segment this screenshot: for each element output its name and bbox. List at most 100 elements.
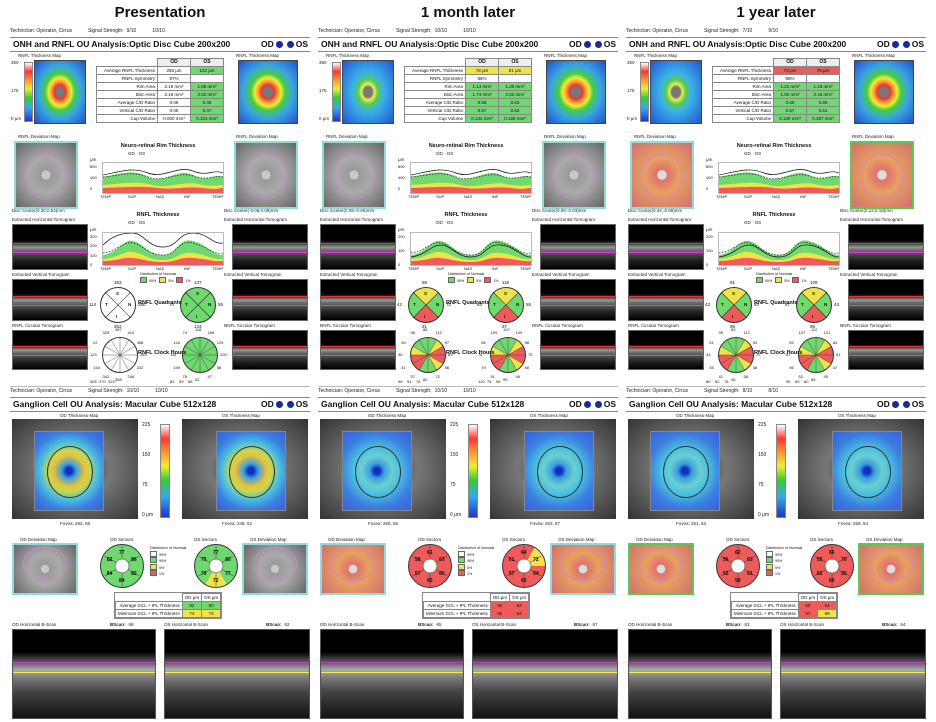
nr-y-tick: 800 [706, 164, 713, 169]
os-rnfl-thickness-map [854, 60, 914, 124]
clock-hour-value: 387 [115, 327, 122, 332]
clock-hour-value: 59 [179, 379, 184, 384]
os-thickness-map-label: OS Thickness Map [530, 413, 568, 418]
swatch [766, 570, 773, 576]
onh-section-title: ONH and RNFL OU Analysis:Optic Disc Cube… [321, 39, 539, 49]
rnfl-thickness-title: RNFL Thickness [136, 212, 180, 218]
nr-y-tick: 0 [706, 186, 709, 191]
os-rnfl-quadrants: S T N I [180, 287, 216, 323]
gcl-scale-tick: 0 μm [758, 512, 770, 518]
clock-hour-value: 165 [207, 330, 215, 336]
clock-hour-value: 97 [444, 339, 450, 345]
os-vertical-tomogram [232, 279, 308, 321]
clock-hour-value: 58 [743, 373, 748, 379]
report-column: 1 year later Technician: Operator, Cirrus… [626, 0, 926, 722]
signal-label: Signal Strength: [703, 28, 740, 34]
os-ext-v-label: Extracted Vertical Tomogram [532, 272, 590, 277]
x-tick: TEMP [828, 194, 840, 199]
clock-hour-value: 159 [173, 364, 180, 370]
nr-legend: OD OS [744, 151, 761, 156]
clock-hour-value: 98 [524, 339, 530, 345]
gcl-table: OD μm OS μm Average GCL + IPL Thickness 82 8… [115, 593, 222, 618]
report-column: Presentation Technician: Operator, Cirrus… [10, 0, 310, 722]
quadrant-value-bottom: 143 [194, 324, 202, 329]
distribution-label: Distribution of Normals [448, 272, 485, 276]
x-tick: TEMP [520, 194, 532, 199]
param-label: Average C/D Ratio [404, 97, 466, 107]
os-gcl-thickness-map [216, 431, 286, 511]
distribution-value: 5% [168, 278, 174, 283]
quadrant-letter: I [812, 314, 814, 319]
os-fundus-image [798, 419, 924, 519]
od-thickness-map-label: OD Thickness Map [60, 413, 99, 418]
od-gcl-dev-label: OD Deviation Map [636, 537, 673, 542]
os-deviation-label: RNFL Deviation Map [852, 134, 894, 139]
rpe-line [13, 252, 87, 254]
od-horizontal-tomogram [12, 224, 88, 270]
clock-hour-value: 74 [182, 330, 187, 336]
clock-hour-value: 109 [490, 330, 498, 336]
rnfl-thickness-graph [102, 232, 224, 266]
od-value: 87% [157, 73, 191, 83]
od-dot-icon [891, 41, 899, 48]
quadrant-value-right: 72 [446, 302, 452, 307]
technician-strip: Technician: Operator, Cirrus Signal Stren… [626, 28, 926, 35]
scale-175: 175 [319, 88, 327, 93]
rnfl-thickness-title: RNFL Thickness [444, 212, 488, 218]
fovea-ring [561, 547, 605, 581]
quadrant-letter: S [732, 291, 736, 296]
od-gcl-sectors: 77 86 82 84 84 82 [100, 544, 144, 588]
table-row: Rim Area 2.19 mm² 1.58 mm² [96, 81, 224, 91]
clock-hour-value: 52 [195, 377, 200, 382]
os-value: 0.62 [498, 105, 532, 115]
x-tick: NAS [772, 266, 781, 271]
clock-hour-value: 47 [207, 373, 212, 379]
quadrant-lines [720, 291, 748, 319]
od-circ-label: RNFL Circular Tomogram [12, 323, 63, 328]
technician-label: Technician: Operator, Cirrus [10, 388, 72, 394]
swatch [458, 570, 465, 576]
fovea-ring [639, 547, 683, 581]
ipl-boundary [781, 672, 925, 674]
bscan-label: BScan: [418, 622, 434, 627]
rnfl-clock-hours-label: RNFL Clock Hours [138, 350, 187, 356]
clock-hour-value: 47 [832, 364, 838, 370]
nr-rim-graph [410, 162, 532, 194]
rnfl-y-tick: 0 [706, 262, 709, 267]
quadrant-value-right: 55 [526, 302, 532, 307]
x-tick: TEMP [520, 266, 532, 271]
clock-hour-value: 61 [836, 352, 841, 357]
distribution-value: 99% [159, 552, 167, 557]
clock-hour-value: 99 [503, 377, 508, 382]
legend-od: OD [128, 220, 135, 225]
clock-hour-value: 324 [108, 379, 115, 384]
analysis-ellipse [355, 446, 401, 498]
nr-y-tick: 0 [398, 186, 401, 191]
swatch [766, 550, 773, 557]
rnfl-clock-hours-label: RNFL Clock Hours [446, 350, 495, 356]
os-gcl-sectors: 66 70 55 66 62 55 [810, 544, 854, 588]
os-gcl-dev-label: OS Deviation Map [866, 537, 903, 542]
od-dot-icon [275, 401, 283, 408]
report-column: 1 month later Technician: Operator, Cirru… [318, 0, 618, 722]
x-tick: INF [800, 194, 807, 199]
gcl-min-row: Minimum GCL + IPL Thickness 56 54 [423, 609, 530, 618]
signal-label: Signal Strength: [395, 28, 432, 34]
od-label: OD [876, 39, 890, 49]
clock-lines [103, 338, 137, 372]
quadrant-value-left: 114 [89, 302, 97, 307]
rpe-line [629, 252, 703, 254]
distribution-row: 95% [458, 557, 498, 564]
scale-350: 350 [11, 60, 19, 65]
os-bscan-label: OS Horizontal B-Scan [472, 622, 517, 627]
clock-hour-value: 89 [731, 327, 736, 332]
gcl-boundary [781, 661, 925, 663]
clock-hour-value: 56 [481, 339, 486, 345]
quadrant-letter: N [824, 302, 828, 307]
x-tick: NAS [156, 266, 165, 271]
os-header: OS μm [817, 593, 838, 602]
od-bscan-number: BScan: 63 [726, 622, 750, 627]
legend-os: OS [446, 151, 454, 156]
gcl-table-header: OD μm OS μm [116, 593, 222, 602]
gcl-technician-strip: Technician: Operator, Cirrus Signal Stren… [318, 388, 618, 395]
